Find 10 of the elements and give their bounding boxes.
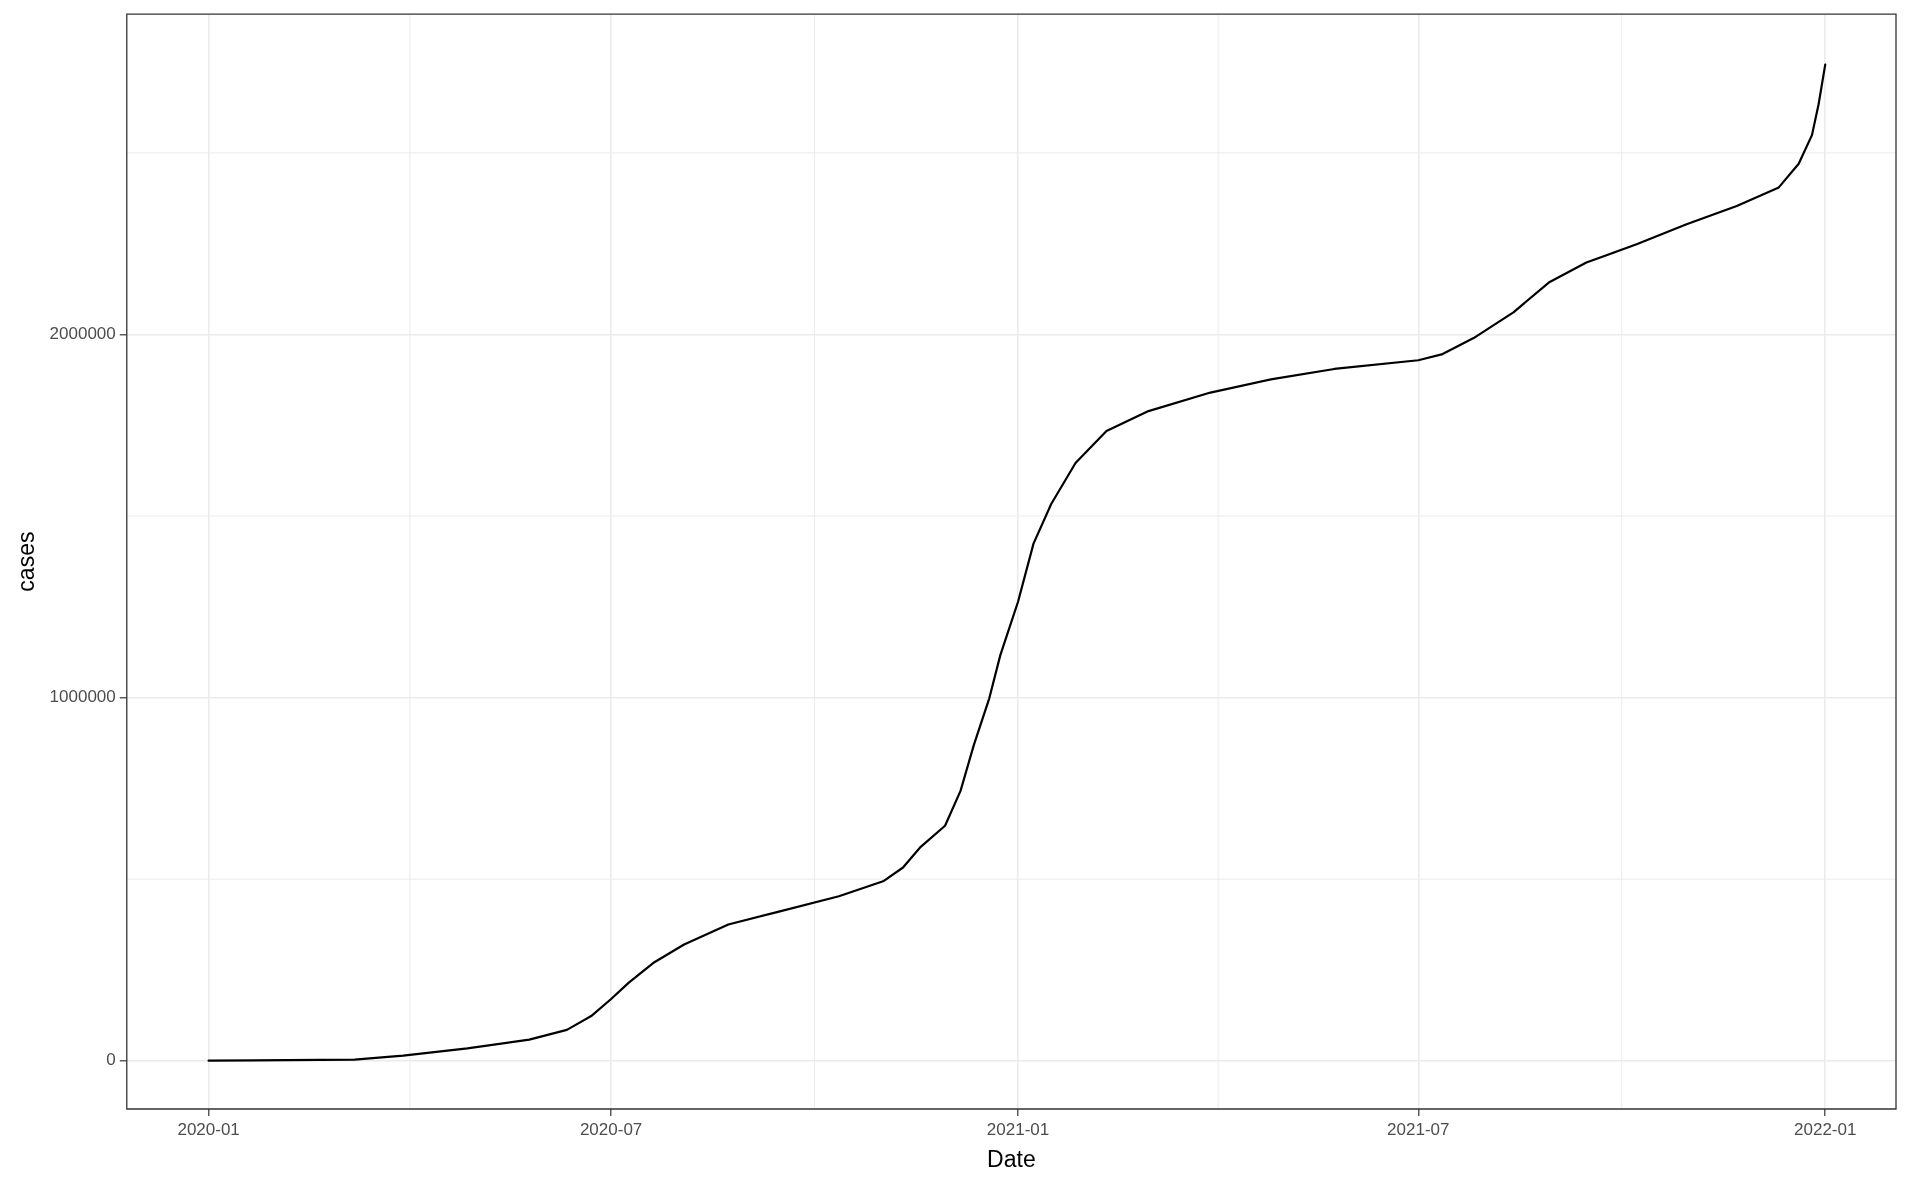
x-tick-label: 2020-07 [579,1119,643,1139]
y-tick-label: 1000000 [49,687,116,707]
y-tick-label: 0 [106,1050,116,1070]
x-tick-label: 2021-01 [986,1119,1050,1139]
y-axis-title: cases [13,531,40,592]
x-tick-label: 2020-01 [177,1119,240,1139]
y-tick-label: 2000000 [49,324,116,344]
x-tick-label: 2021-07 [1387,1119,1450,1139]
x-tick-label: 2022-01 [1794,1119,1857,1139]
x-axis-title: Date [987,1145,1036,1172]
